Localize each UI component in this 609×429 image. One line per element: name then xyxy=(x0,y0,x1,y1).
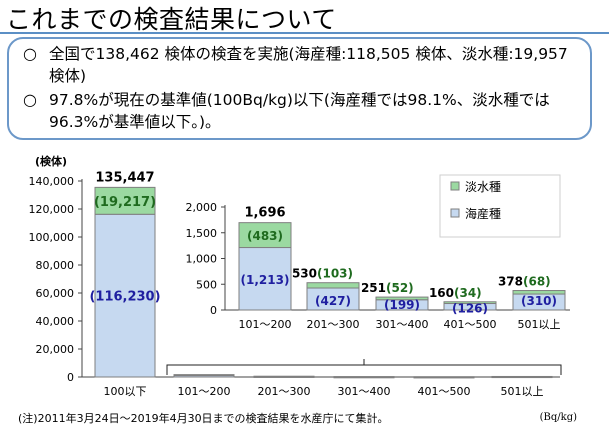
inset-bar-freshwater-label: (103) xyxy=(317,267,353,281)
footnote: (注)2011年3月24日〜2019年4月30日までの検査結果を水産庁にて集計。 xyxy=(18,412,389,425)
main-x-tick-label: 101〜200 xyxy=(178,385,231,398)
legend-swatch-freshwater xyxy=(450,181,460,191)
x-unit-label: (Bq/kg) xyxy=(539,412,577,423)
summary-line-1: ○ 全国で138,462 検体の検査を実施(海産種:118,505 検体、淡水種… xyxy=(23,43,576,87)
main-y-tick-label: 120,000 xyxy=(29,203,75,216)
inset-bar-marine-label: (126) xyxy=(452,302,488,316)
inset-bar-total-label: 160 xyxy=(429,286,454,300)
summary-line-2: ○ 97.8%が現在の基準値(100Bq/kg)以下(海産種では98.1%、淡水… xyxy=(23,89,576,133)
inset-x-tick-label: 201〜300 xyxy=(307,318,360,331)
main-y-tick-label: 0 xyxy=(67,371,74,384)
inset-bar-total-label: 378 xyxy=(498,275,523,289)
main-bar-freshwater xyxy=(94,186,156,215)
main-x-tick-label: 201〜300 xyxy=(258,385,311,398)
main-y-tick-label: 40,000 xyxy=(36,315,75,328)
circle-bullet-icon: ○ xyxy=(23,90,37,109)
inset-y-tick-label: 1,000 xyxy=(186,253,218,266)
main-y-tick-label: 20,000 xyxy=(36,343,75,356)
summary-text-2: 97.8%が現在の基準値(100Bq/kg)以下(海産種では98.1%、淡水種で… xyxy=(49,91,550,131)
inset-bar-freshwater xyxy=(238,222,292,249)
summary-text-1: 全国で138,462 検体の検査を実施(海産種:118,505 検体、淡水種:1… xyxy=(49,45,568,85)
inset-bar-marine-label: (310) xyxy=(521,294,557,308)
inset-bar-marine-label: (1,213) xyxy=(241,273,290,287)
zoom-bracket xyxy=(166,359,562,375)
main-x-tick-label: 301〜400 xyxy=(338,385,391,398)
legend-label-freshwater: 淡水種 xyxy=(465,180,501,194)
inset-bar-freshwater-label: (68) xyxy=(523,275,551,289)
main-y-tick-label: 140,000 xyxy=(29,175,75,188)
inset-bar-freshwater-label: (483) xyxy=(247,229,283,243)
inset-bar-freshwater xyxy=(512,290,566,295)
main-y-tick-label: 100,000 xyxy=(29,231,75,244)
main-y-tick-label: 60,000 xyxy=(36,287,75,300)
page-title: これまでの検査結果について xyxy=(6,5,337,34)
main-bar-freshwater xyxy=(413,376,475,379)
main-bar-freshwater xyxy=(491,375,553,378)
main-bar-freshwater xyxy=(173,374,235,377)
inset-x-tick-label: 501以上 xyxy=(518,318,561,331)
inset-bar-freshwater xyxy=(306,282,360,289)
inset-x-tick-label: 101〜200 xyxy=(239,318,292,331)
main-bar-marine-label: (116,230) xyxy=(89,290,160,305)
inset-y-tick-label: 0 xyxy=(210,304,217,317)
main-x-tick-label: 401〜500 xyxy=(418,385,471,398)
inset-y-tick-label: 500 xyxy=(196,278,217,291)
inset-x-tick-label: 301〜400 xyxy=(376,318,429,331)
main-bar-freshwater-label: (19,217) xyxy=(94,195,156,210)
legend-label-marine: 海産種 xyxy=(465,206,501,221)
main-bar-freshwater xyxy=(253,375,315,378)
inset-bar-freshwater xyxy=(375,296,429,301)
inset-bar-freshwater xyxy=(443,301,497,305)
legend-box xyxy=(439,174,561,238)
inset-bar-marine-label: (199) xyxy=(384,298,420,312)
inset-y-tick-label: 1,500 xyxy=(186,227,218,240)
inset-bar-total-label: 530 xyxy=(292,267,317,281)
summary-box: ○ 全国で138,462 検体の検査を実施(海産種:118,505 検体、淡水種… xyxy=(7,37,592,140)
inspection-results-chart: (検体) 0 20,000 40,000 60,000 80,000 100,000 120,… xyxy=(29,154,570,398)
circle-bullet-icon: ○ xyxy=(23,44,37,63)
inset-y-tick-label: 2,000 xyxy=(186,201,218,214)
main-bar-freshwater xyxy=(333,376,395,379)
main-y-tick-label: 80,000 xyxy=(36,259,75,272)
inset-bar-freshwater-label: (52) xyxy=(386,281,414,295)
main-x-tick-label: 100以下 xyxy=(104,385,147,398)
inset-x-tick-label: 401〜500 xyxy=(444,318,497,331)
title-underline xyxy=(0,32,609,34)
inset-bar-freshwater-label: (34) xyxy=(454,286,482,300)
main-bar-total-label: 135,447 xyxy=(95,170,154,185)
inset-bar-marine-label: (427) xyxy=(315,294,351,308)
main-x-tick-label: 501以上 xyxy=(501,385,544,398)
y-axis-unit: (検体) xyxy=(35,154,67,168)
inset-bar-total-label: 1,696 xyxy=(244,206,285,221)
legend-swatch-marine xyxy=(450,208,460,218)
inset-bar-total-label: 251 xyxy=(361,281,386,295)
